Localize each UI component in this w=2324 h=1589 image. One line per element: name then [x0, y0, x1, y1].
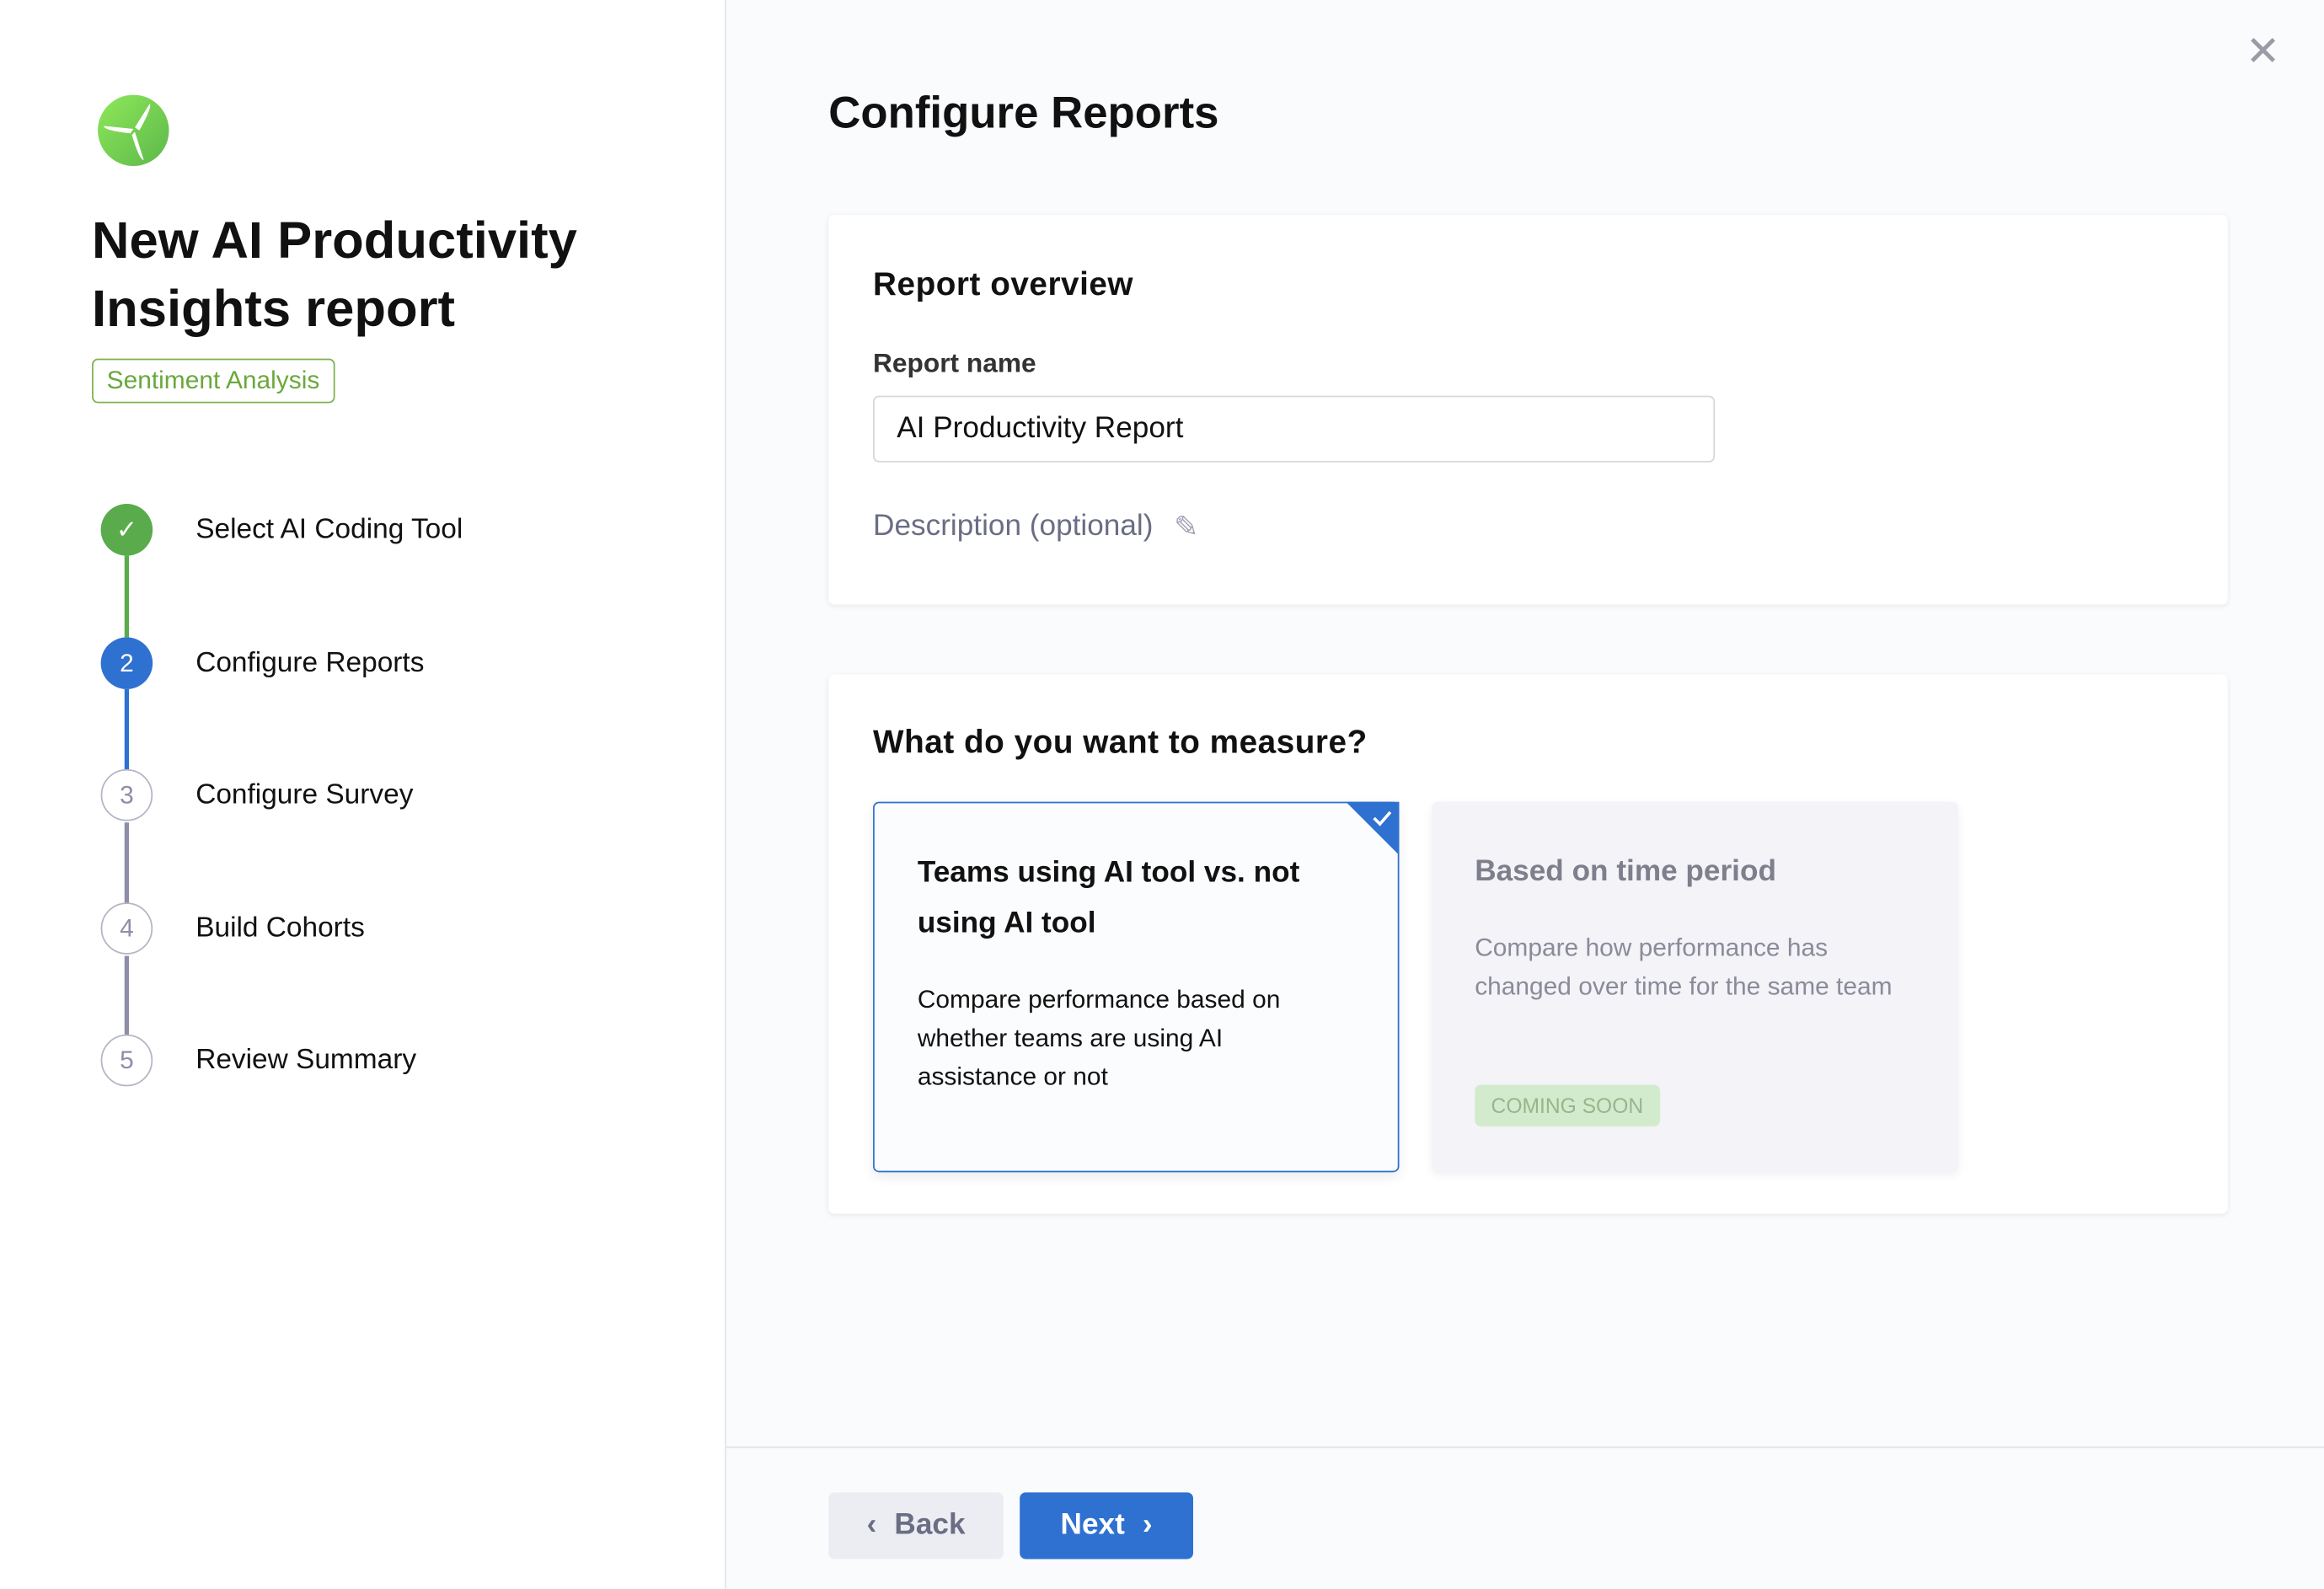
step-label: Build Cohorts: [195, 912, 365, 944]
option-description: Compare performance based on whether tea…: [917, 985, 1281, 1091]
step-configure-reports[interactable]: 2 Configure Reports: [100, 637, 605, 690]
report-overview-card: Report overview Report name Description …: [828, 215, 2228, 605]
step-connector: [124, 822, 130, 904]
wizard-sidebar: New AI Productivity Insights report Sent…: [0, 0, 726, 1589]
check-icon: ✓: [100, 504, 153, 556]
step-label: Review Summary: [195, 1045, 417, 1077]
step-number: 5: [100, 1034, 153, 1087]
pencil-icon[interactable]: ✎: [1174, 511, 1199, 544]
chevron-left-icon: ‹: [866, 1508, 877, 1542]
step-connector: [124, 555, 130, 638]
step-number: 2: [100, 637, 153, 689]
option-title: Teams using AI tool vs. not using AI too…: [917, 856, 1300, 940]
description-edit[interactable]: Description (optional) ✎: [873, 508, 1199, 545]
option-description: Compare how performance has changed over…: [1475, 934, 1893, 1001]
back-label: Back: [894, 1508, 966, 1542]
report-name-label: Report name: [873, 348, 1036, 378]
step-review-summary[interactable]: 5 Review Summary: [100, 1034, 605, 1088]
next-label: Next: [1060, 1508, 1125, 1542]
report-type-tag: Sentiment Analysis: [92, 358, 335, 404]
step-select-ai-coding-tool[interactable]: ✓ Select AI Coding Tool: [100, 504, 605, 557]
page-title: Configure Reports: [828, 88, 1219, 138]
step-number: 4: [100, 902, 153, 955]
section-heading: Report overview: [873, 265, 1134, 302]
coming-soon-badge: COMING SOON: [1475, 1084, 1660, 1126]
step-configure-survey[interactable]: 3 Configure Survey: [100, 768, 605, 822]
next-button[interactable]: Next ›: [1020, 1492, 1193, 1560]
report-title: New AI Productivity Insights report: [92, 211, 577, 339]
report-name-input[interactable]: [873, 395, 1716, 463]
step-label: Select AI Coding Tool: [195, 514, 463, 546]
section-heading: What do you want to measure?: [873, 723, 1368, 761]
step-label: Configure Survey: [195, 779, 414, 811]
wizard-footer: ‹ Back Next ›: [726, 1446, 2324, 1589]
measure-card: What do you want to measure? Teams using…: [828, 674, 2228, 1214]
description-label: Description (optional): [873, 510, 1154, 543]
step-connector: [124, 955, 130, 1038]
app-logo: [98, 94, 169, 167]
step-number: 3: [100, 768, 153, 821]
option-ai-tool-comparison[interactable]: Teams using AI tool vs. not using AI too…: [873, 801, 1400, 1173]
step-connector: [124, 688, 130, 771]
selected-check-icon: [1346, 801, 1400, 855]
close-icon[interactable]: ✕: [2245, 28, 2281, 74]
step-build-cohorts[interactable]: 4 Build Cohorts: [100, 902, 605, 955]
step-label: Configure Reports: [195, 647, 425, 679]
option-time-period: Based on time period Compare how perform…: [1432, 801, 1958, 1173]
chevron-right-icon: ›: [1142, 1508, 1153, 1542]
option-title: Based on time period: [1475, 854, 1776, 888]
back-button[interactable]: ‹ Back: [828, 1492, 1004, 1560]
